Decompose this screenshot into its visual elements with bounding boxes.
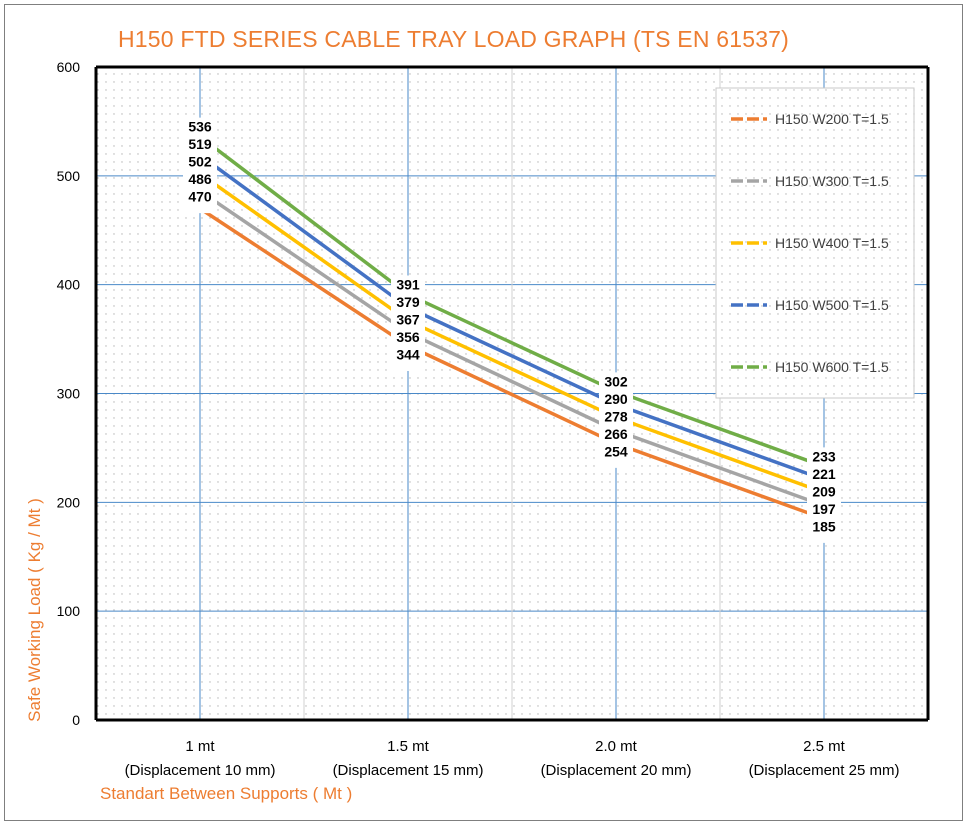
data-label: 470 — [188, 189, 212, 205]
y-tick-label: 200 — [57, 494, 81, 510]
x-tick-label: (Displacement 25 mm) — [749, 762, 900, 779]
data-label: 254 — [604, 443, 628, 459]
series-line-2 — [199, 189, 825, 508]
data-label: 391 — [396, 276, 420, 292]
y-tick-label: 0 — [72, 712, 80, 728]
data-label: 221 — [812, 466, 836, 482]
data-label: 519 — [188, 136, 212, 152]
legend: H150 W200 T=1.5 H150 W300 T=1.5 H150 W400 … — [715, 87, 915, 399]
data-label: 185 — [812, 518, 836, 534]
data-label: 502 — [188, 154, 212, 170]
axes: 0 100 200 300 400 500 600 1 mt (Displacement 10 … — [57, 59, 930, 779]
legend-label: H150 W200 T=1.5 — [775, 111, 889, 127]
data-label: 486 — [188, 171, 212, 187]
x-tick-label: (Displacement 10 mm) — [125, 762, 276, 779]
y-tick-label: 400 — [57, 277, 81, 293]
data-label: 356 — [396, 329, 420, 345]
data-label: 266 — [604, 426, 628, 442]
data-label: 302 — [604, 373, 628, 389]
legend-label: H150 W600 T=1.5 — [775, 359, 889, 375]
data-label-box — [599, 372, 633, 468]
data-label-box — [391, 275, 425, 371]
series-line-1 — [199, 207, 825, 521]
data-label: 290 — [604, 391, 628, 407]
y-tick-label: 600 — [57, 59, 81, 75]
data-label: 197 — [812, 501, 836, 517]
x-tick-label: (Displacement 15 mm) — [333, 762, 484, 779]
data-label: 367 — [396, 311, 420, 327]
y-tick-label: 300 — [57, 386, 81, 402]
x-axis-title: Standart Between Supports ( Mt ) — [100, 784, 353, 803]
data-label: 209 — [812, 483, 836, 499]
data-label: 379 — [396, 294, 420, 310]
data-label-box — [807, 447, 841, 543]
x-tick-label: 1.5 mt — [387, 738, 430, 755]
x-tick-label: 1 mt — [185, 738, 215, 755]
x-tick-label: 2.0 mt — [595, 738, 638, 755]
x-tick-label: (Displacement 20 mm) — [541, 762, 692, 779]
series-line-3 — [198, 172, 825, 495]
series-line-4 — [198, 153, 825, 482]
data-label: 278 — [604, 408, 628, 424]
series-line-5 — [198, 135, 825, 469]
legend-label: H150 W300 T=1.5 — [775, 173, 889, 189]
series-lines — [198, 135, 825, 521]
y-tick-label: 500 — [57, 168, 81, 184]
legend-label: H150 W500 T=1.5 — [775, 297, 889, 313]
y-tick-label: 100 — [57, 603, 81, 619]
data-label: 536 — [188, 119, 212, 135]
x-tick-label: 2.5 mt — [803, 738, 846, 755]
data-label-box — [183, 117, 217, 214]
chart-title: H150 FTD SERIES CABLE TRAY LOAD GRAPH (T… — [118, 26, 790, 52]
legend-label: H150 W400 T=1.5 — [775, 235, 889, 251]
data-label: 233 — [812, 448, 836, 464]
data-label: 344 — [396, 346, 420, 362]
